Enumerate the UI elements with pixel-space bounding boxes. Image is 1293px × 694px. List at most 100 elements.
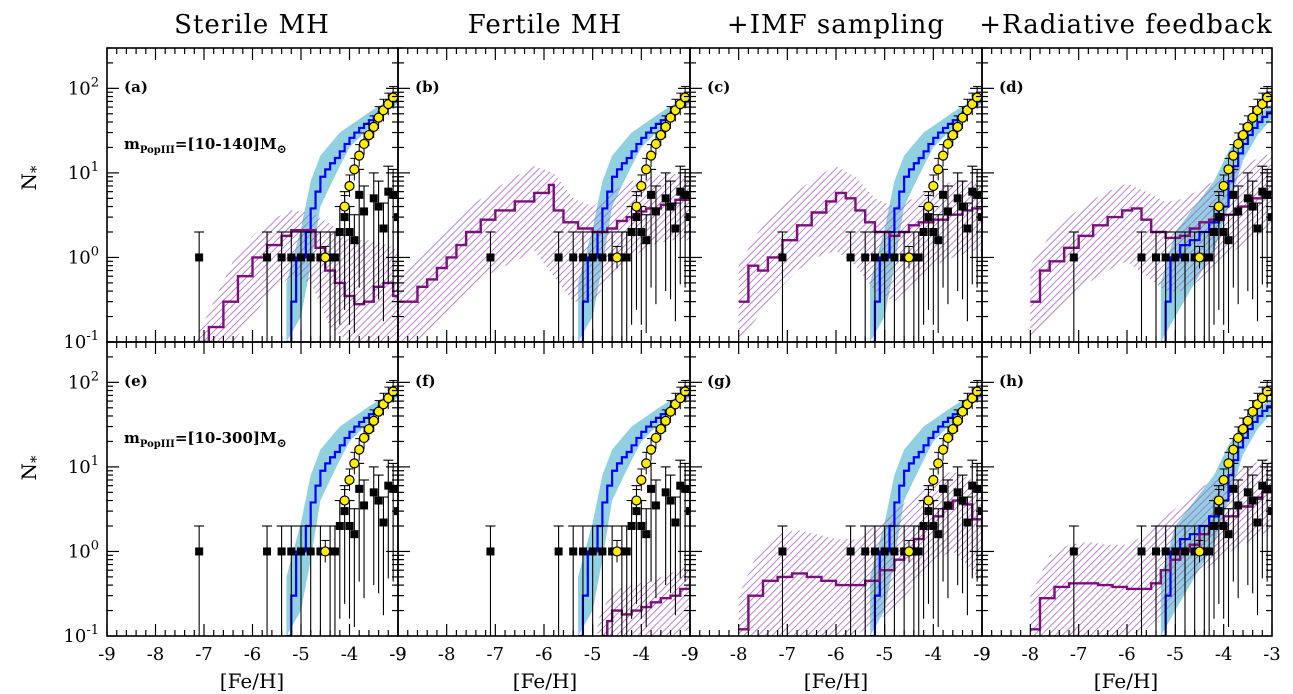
y-axis-label-bottom: N* — [17, 455, 45, 481]
yellow-circle-point — [1233, 138, 1244, 150]
black-square-point — [681, 484, 690, 493]
yellow-circle-point — [636, 180, 647, 192]
mass-range-label: mPopIII=[10-140]M⊙ — [124, 135, 287, 156]
yellow-circle-point — [363, 129, 374, 141]
panels: (a) 10-1 100 101 102 mPopIII=[10-140]M⊙ (b) (c)… — [63, 47, 1281, 665]
black-square-point — [861, 547, 870, 556]
observed-cumulative-line — [1160, 108, 1272, 342]
black-square-point — [350, 530, 359, 539]
black-square-point — [355, 484, 364, 493]
yellow-circle-point — [388, 386, 398, 397]
yellow-circle-point — [645, 444, 657, 455]
black-square-point — [297, 547, 305, 556]
x-tick-label: -7 — [487, 644, 505, 665]
black-square-point — [1243, 194, 1252, 203]
yellow-circle-point — [339, 495, 350, 506]
black-square-point — [676, 187, 685, 196]
yellow-circle-point — [650, 138, 662, 150]
black-square-point — [1171, 253, 1180, 262]
yellow-circle-point — [650, 432, 662, 444]
panel-letter-e: (e) — [124, 372, 148, 390]
black-square-point — [1181, 547, 1189, 556]
black-square-point — [369, 488, 378, 497]
x-tick-label: -4 — [925, 644, 943, 665]
column-title-3: +IMF sampling — [727, 10, 945, 40]
black-square-point — [345, 227, 354, 236]
yellow-circle-point — [937, 444, 949, 455]
yellow-circle-point — [903, 546, 915, 557]
black-square-point — [335, 227, 344, 236]
black-square-point — [943, 501, 952, 510]
y-axis-label-top: N* — [17, 165, 45, 191]
black-square-point — [263, 547, 272, 556]
black-square-point — [671, 224, 680, 233]
black-square-point — [486, 253, 495, 262]
yellow-circle-point — [320, 252, 331, 263]
black-square-point — [389, 190, 398, 199]
yellow-circle-point — [952, 415, 963, 426]
black-square-point — [968, 187, 977, 196]
panel-letter-d: (d) — [999, 78, 1024, 96]
black-square-point — [666, 496, 675, 505]
panel-h: (h) -9 -8 -7 -6 -5 -4 -3 — [973, 341, 1281, 665]
black-square-point — [374, 496, 383, 505]
black-square-point — [588, 547, 597, 556]
black-square-point — [1253, 224, 1262, 233]
yellow-circle-point — [1242, 415, 1253, 426]
black-square-point — [374, 202, 383, 211]
yellow-circle-point — [655, 423, 666, 435]
black-square-point — [379, 518, 388, 527]
x-tick-label: -9 — [973, 644, 991, 665]
black-square-point — [651, 207, 660, 216]
yellow-circle-point — [680, 92, 690, 103]
black-square-point — [1263, 484, 1272, 493]
x-tick-label: -4 — [1215, 644, 1233, 665]
black-square-point — [263, 253, 272, 262]
black-square-point — [554, 547, 563, 556]
yellow-circle-point — [320, 546, 331, 557]
black-square-point — [1210, 521, 1218, 530]
black-square-point — [306, 253, 315, 262]
black-square-point — [297, 253, 305, 262]
x-tick-label: -3 — [1263, 644, 1281, 665]
y-tick-label: 10-1 — [63, 623, 99, 647]
yellow-circle-point — [358, 138, 370, 150]
y-tick-label: 101 — [68, 454, 99, 478]
black-square-point — [1229, 190, 1238, 199]
black-square-point — [914, 253, 923, 262]
yellow-circle-point — [942, 138, 954, 150]
black-square-point — [934, 530, 943, 539]
black-square-point — [637, 227, 646, 236]
yellow-circle-point — [903, 252, 915, 263]
black-square-point — [1205, 253, 1214, 262]
yellow-circle-point — [631, 495, 642, 506]
panel-letter-h: (h) — [999, 372, 1024, 390]
model-band — [1030, 457, 1272, 636]
black-square-point — [953, 194, 962, 203]
panel-letter-b: (b) — [415, 78, 440, 96]
yellow-circle-point — [655, 129, 666, 141]
yellow-circle-point — [947, 423, 958, 435]
black-square-point — [1234, 501, 1243, 510]
black-square-point — [306, 547, 315, 556]
black-square-point — [1258, 481, 1267, 490]
x-tick-label: -6 — [535, 644, 553, 665]
y-tick-label: 101 — [68, 160, 99, 184]
yellow-circle-point — [1228, 150, 1239, 161]
black-square-point — [958, 496, 967, 505]
black-square-point — [642, 530, 651, 539]
yellow-circle-point — [641, 164, 652, 175]
black-square-point — [569, 547, 578, 556]
black-square-point — [598, 547, 607, 556]
black-square-point — [943, 207, 952, 216]
black-square-point — [929, 521, 938, 530]
black-square-point — [1219, 521, 1228, 530]
black-square-point — [360, 207, 369, 216]
black-square-point — [846, 253, 855, 262]
panel-h-plot-area — [1030, 379, 1272, 636]
black-square-point — [647, 190, 656, 199]
yellow-circle-point — [952, 121, 963, 132]
x-tick-label: -4 — [633, 644, 651, 665]
panel-g-plot-area — [738, 379, 982, 636]
black-square-point — [651, 501, 660, 510]
